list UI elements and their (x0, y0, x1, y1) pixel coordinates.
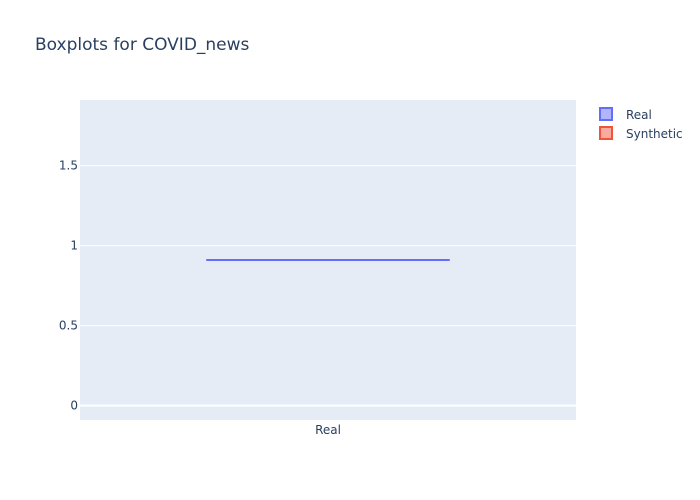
grid-lines (80, 165, 576, 407)
legend-swatch-synthetic (599, 126, 613, 140)
legend-item-real[interactable]: Real (599, 107, 652, 122)
legend-label-synthetic: Synthetic (626, 127, 683, 141)
y-axis-ticks: 0 0.5 1 1.5 (59, 159, 78, 413)
legend: Real Synthetic (599, 107, 683, 141)
y-tick-label: 0.5 (59, 319, 78, 333)
chart-title: Boxplots for COVID_news (35, 35, 250, 55)
legend-swatch-real (599, 107, 613, 121)
x-axis-ticks: Real (315, 423, 341, 437)
x-tick-label: Real (315, 423, 341, 437)
y-tick-label: 1.5 (59, 159, 78, 173)
legend-item-synthetic[interactable]: Synthetic (599, 126, 683, 141)
y-tick-label: 1 (70, 239, 78, 253)
y-tick-label: 0 (70, 399, 78, 413)
legend-label-real: Real (626, 108, 652, 122)
